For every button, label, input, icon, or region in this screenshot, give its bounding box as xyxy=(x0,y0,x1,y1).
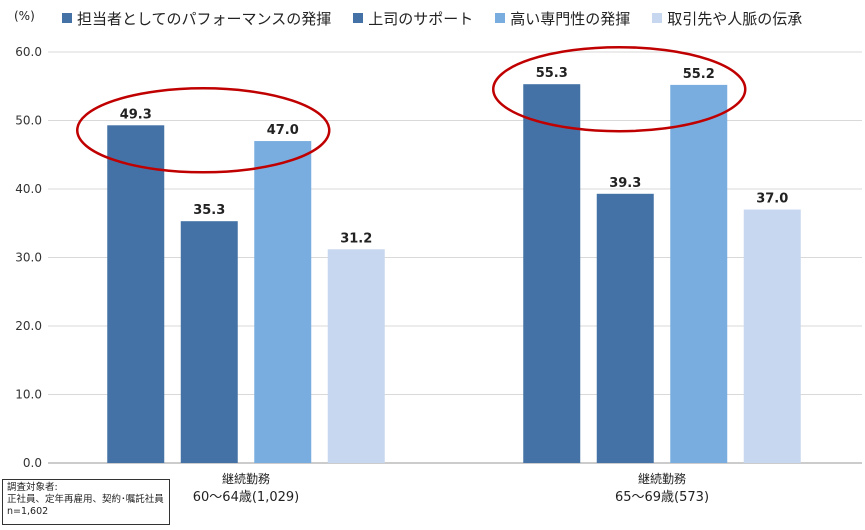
legend-item-network-transfer: 取引先や人脈の伝承 xyxy=(652,8,802,29)
legend-item-boss-support: 上司のサポート xyxy=(353,8,473,29)
bar xyxy=(327,249,385,463)
y-axis-unit-label: (%) xyxy=(14,9,35,23)
legend-label-expertise: 高い専門性の発揮 xyxy=(510,9,631,28)
legend-item-performance: 担当者としてのパフォーマンスの発揮 xyxy=(62,8,331,29)
data-label: 37.0 xyxy=(756,192,788,207)
x-category-sublabel: 65～69歳(573) xyxy=(615,490,709,505)
highlight-ellipse xyxy=(76,87,331,174)
x-category-label: 継続勤務 xyxy=(638,471,686,486)
bar xyxy=(180,221,238,463)
legend-swatch-performance xyxy=(62,13,72,23)
y-tick-label: 30.0 xyxy=(15,251,42,265)
y-tick-label: 40.0 xyxy=(15,182,42,196)
legend-swatch-boss-support xyxy=(353,13,364,23)
legend-swatch-network-transfer xyxy=(652,13,663,23)
y-tick-label: 60.0 xyxy=(15,45,42,59)
y-tick-label: 0.0 xyxy=(23,456,42,470)
bar xyxy=(596,193,654,464)
data-label: 39.3 xyxy=(609,176,641,191)
legend-swatch-expertise xyxy=(495,13,506,23)
x-category-sublabel: 60～64歳(1,029) xyxy=(193,490,299,505)
bar xyxy=(254,141,312,464)
x-category-label: 継続勤務 xyxy=(222,471,270,486)
data-label: 47.0 xyxy=(267,123,299,138)
data-label: 31.2 xyxy=(340,231,372,246)
note-line-2: 正社員、定年再雇用、契約･嘱託社員 xyxy=(7,494,164,505)
y-tick-label: 10.0 xyxy=(15,388,42,402)
data-label: 55.3 xyxy=(536,66,568,81)
y-tick-label: 50.0 xyxy=(15,114,42,128)
y-tick-label: 20.0 xyxy=(15,319,42,333)
legend-label-network-transfer: 取引先や人脈の伝承 xyxy=(667,9,803,28)
highlight-ellipse xyxy=(492,45,747,133)
data-label: 55.2 xyxy=(683,67,715,82)
legend-item-expertise: 高い専門性の発揮 xyxy=(495,8,630,29)
survey-note: 調査対象者: 正社員、定年再雇用、契約･嘱託社員 n=1,602 xyxy=(2,479,170,525)
bar xyxy=(523,84,581,463)
bar xyxy=(670,84,728,463)
data-label: 35.3 xyxy=(193,203,225,218)
legend-label-performance: 担当者としてのパフォーマンスの発揮 xyxy=(77,9,332,28)
note-line-3: n=1,602 xyxy=(7,506,49,517)
data-label: 49.3 xyxy=(120,107,152,122)
legend-label-boss-support: 上司のサポート xyxy=(368,9,474,28)
bar xyxy=(743,209,801,463)
chart-legend: 担当者としてのパフォーマンスの発揮 上司のサポート 高い専門性の発揮 取引先や人… xyxy=(62,7,802,29)
note-line-1: 調査対象者: xyxy=(7,482,58,493)
bar xyxy=(107,125,165,464)
